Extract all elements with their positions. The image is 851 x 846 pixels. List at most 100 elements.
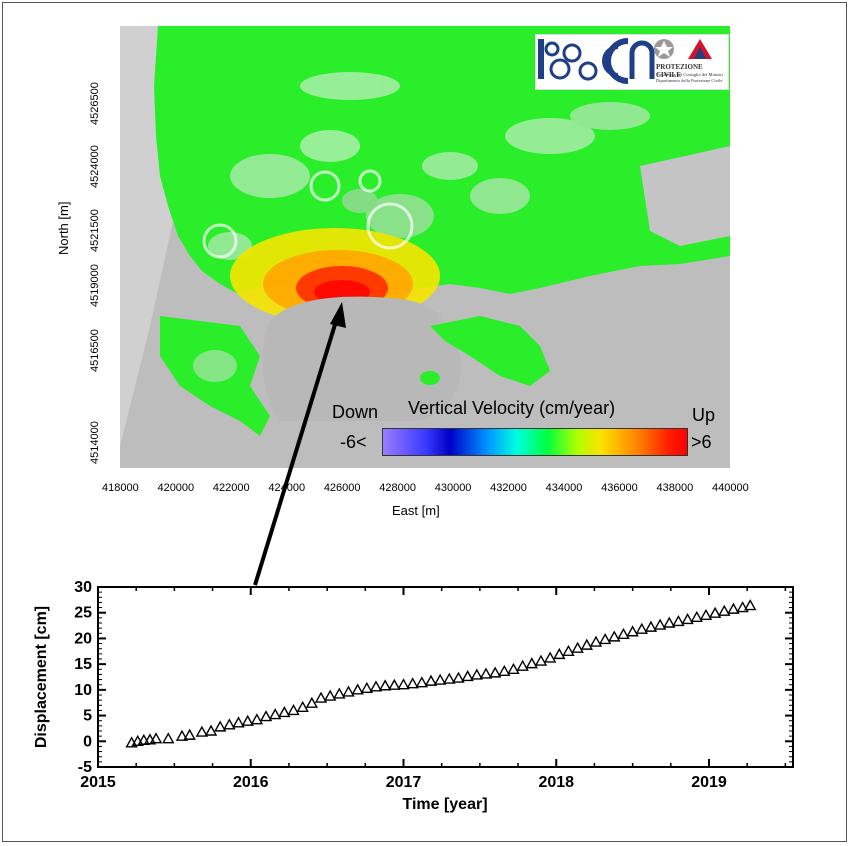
- displacement-point: [305, 696, 319, 708]
- logos-canvas: [538, 38, 712, 84]
- agency-subtitle-1: Presidenza del Consiglio dei Ministri: [656, 72, 723, 77]
- velocity-map-canvas: [120, 26, 730, 468]
- map-x-tick-label: 440000: [712, 482, 749, 494]
- displacement-point: [461, 670, 474, 682]
- protezione-civile-logo-icon: [688, 39, 712, 59]
- displacement-point: [681, 612, 694, 625]
- displacement-point: [718, 604, 731, 616]
- displacement-point: [580, 638, 593, 650]
- displacement-point: [388, 678, 401, 690]
- displacement-point: [663, 616, 676, 628]
- displacement-point: [589, 635, 603, 647]
- agency-name: PROTEZIONE CIVILE: [656, 63, 703, 79]
- hillshade-relief: [208, 72, 650, 260]
- map-x-tick-label: 434000: [545, 482, 583, 494]
- cnr-logo-icon: [602, 38, 655, 84]
- displacement-point: [543, 651, 557, 663]
- pointer-arrow-line: [253, 317, 339, 586]
- displacement-point: [162, 732, 175, 744]
- x-tick-label: 2015: [80, 774, 116, 791]
- colorbar-min-label: -6<: [340, 432, 367, 452]
- displacement-point: [525, 657, 538, 669]
- displacement-point: [452, 671, 465, 683]
- displacement-point: [617, 627, 630, 640]
- colorbar-up-label: Up: [692, 405, 716, 425]
- map-x-tick-label: 432000: [490, 482, 527, 494]
- displacement-time-series-chart: 2015 2016 2017 2018 2019 -5 0 5 10 15 20 25 30 Time …: [33, 579, 794, 813]
- displacement-point: [534, 654, 548, 666]
- displacement-point: [259, 710, 273, 722]
- displacement-point: [498, 664, 511, 677]
- displacement-point: [562, 644, 575, 656]
- italian-emblem-icon: [654, 39, 674, 59]
- displacement-point: [443, 672, 456, 684]
- map-x-tick-label: 418000: [102, 482, 139, 494]
- small-island: [420, 371, 440, 385]
- tick-labels: 2015 2016 2017 2018 2019 -5 0 5 10 15 20 25 30: [74, 579, 727, 791]
- x-tick-label: 2016: [233, 774, 269, 791]
- displacement-point: [323, 689, 337, 701]
- displacement-point: [183, 728, 196, 740]
- displacement-point: [333, 687, 346, 699]
- x-tick-label: 2019: [691, 774, 727, 791]
- displacement-point: [644, 620, 658, 632]
- colorbar-max-label: >6: [691, 432, 712, 452]
- displacement-point: [342, 685, 355, 697]
- displacement-point: [507, 662, 520, 674]
- velocity-map: [120, 26, 730, 468]
- displacement-point: [406, 677, 419, 689]
- agency-subtitle-2: Dipartimento della Protezione Civile: [656, 78, 723, 83]
- displacement-point: [232, 716, 245, 728]
- displacement-point: [250, 713, 264, 725]
- map-x-axis-title: East [m]: [392, 503, 440, 518]
- y-tick-label: 0: [83, 733, 92, 750]
- displacement-point: [488, 666, 502, 678]
- eastern-peninsula: [430, 316, 550, 386]
- displacement-point: [516, 659, 529, 671]
- displacement-point: [708, 606, 722, 618]
- displacement-point: [378, 679, 392, 691]
- displacement-point: [241, 714, 254, 726]
- displacement-point: [424, 674, 438, 686]
- data-points: [125, 599, 757, 748]
- plot-ticks: [97, 586, 793, 768]
- chart-x-axis-title: Time [year]: [402, 796, 487, 813]
- displacement-point: [626, 625, 639, 637]
- y-tick-label: -5: [78, 759, 92, 776]
- y-tick-label: 25: [74, 605, 92, 622]
- velocity-colorbar: [382, 428, 688, 456]
- displacement-point: [369, 680, 383, 692]
- pointer-arrow-head: [330, 302, 346, 328]
- map-x-tick-label: 422000: [212, 482, 250, 494]
- displacement-point: [672, 615, 685, 627]
- displacement-point: [415, 676, 429, 688]
- map-x-tick-label: 428000: [379, 482, 416, 494]
- displacement-point: [653, 618, 667, 630]
- displacement-point: [479, 667, 493, 679]
- displacement-point: [727, 602, 740, 614]
- displacement-point: [433, 673, 447, 685]
- y-tick-label: 20: [74, 630, 92, 647]
- displacement-point: [214, 720, 227, 732]
- displacement-point: [397, 678, 410, 690]
- displacement-point: [287, 703, 300, 716]
- displacement-point: [204, 724, 218, 736]
- y-tick-label: 30: [74, 579, 92, 596]
- colorbar-down-label: Down: [332, 402, 379, 422]
- gulf-of-pozzuoli: [262, 296, 461, 421]
- displacement-point: [223, 718, 236, 730]
- displacement-point: [268, 708, 282, 720]
- no-data-east: [640, 146, 730, 246]
- displacement-point: [175, 729, 189, 741]
- displacement-point: [744, 599, 757, 611]
- map-x-tick-label: 420000: [157, 482, 195, 494]
- map-x-tick-label: 426000: [323, 482, 361, 494]
- displacement-point: [571, 641, 584, 653]
- displacement-point: [470, 668, 484, 680]
- displacement-point: [278, 706, 291, 718]
- y-tick-label: 10: [74, 682, 92, 699]
- crater-rims: [202, 169, 414, 259]
- displacement-point: [699, 608, 713, 620]
